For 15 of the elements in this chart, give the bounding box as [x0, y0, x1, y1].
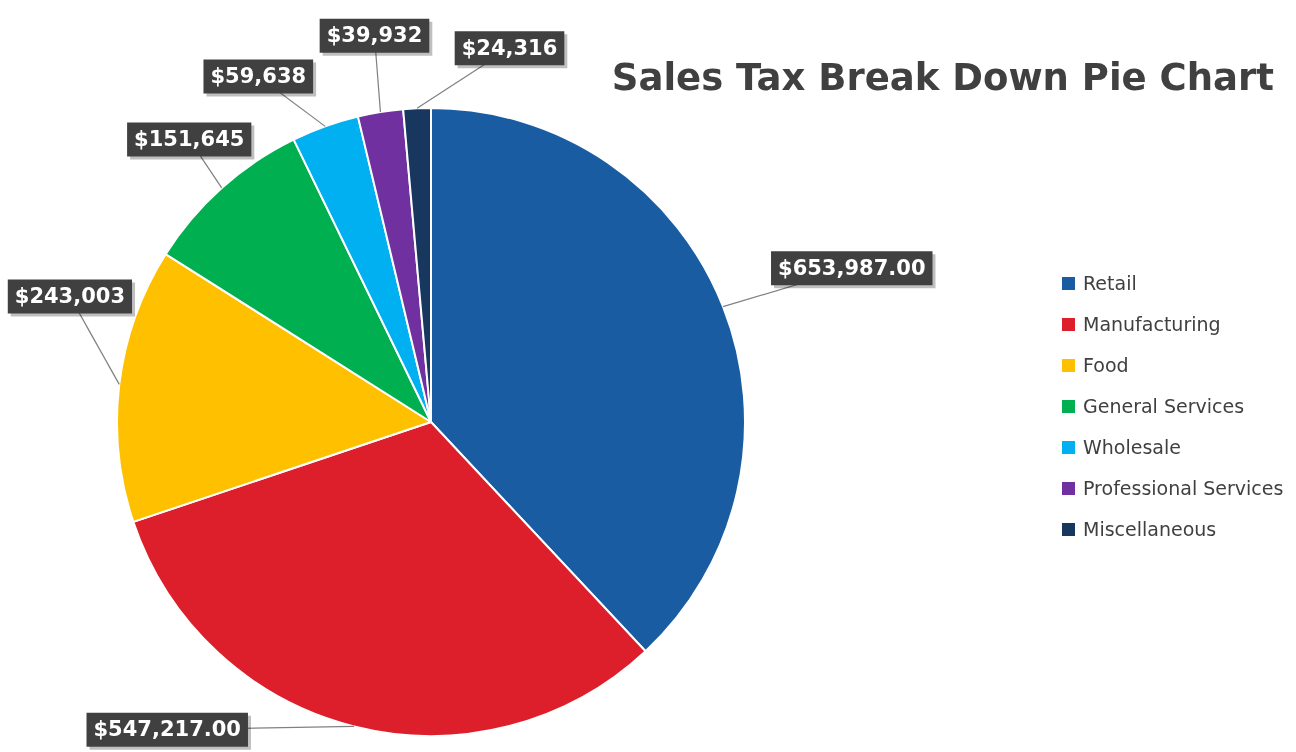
legend-label: Food	[1083, 354, 1129, 376]
data-label: $59,638	[210, 64, 307, 89]
data-label: $24,316	[461, 35, 558, 60]
legend-label: Wholesale	[1083, 436, 1181, 458]
data-label: $151,645	[134, 126, 245, 151]
legend-label: Professional Services	[1083, 477, 1284, 499]
data-label: $653,987.00	[778, 255, 926, 280]
data-label: $243,003	[14, 283, 126, 308]
text: Sales Tax Break Down Pie Chart	[611, 56, 1274, 99]
data-label: $547,217.00	[93, 717, 241, 742]
legend-label: Retail	[1083, 272, 1137, 294]
legend-label: General Services	[1083, 395, 1245, 417]
legend-label: Miscellaneous	[1083, 518, 1217, 540]
data-label: $39,932	[326, 23, 423, 48]
legend-label: Manufacturing	[1083, 313, 1221, 335]
